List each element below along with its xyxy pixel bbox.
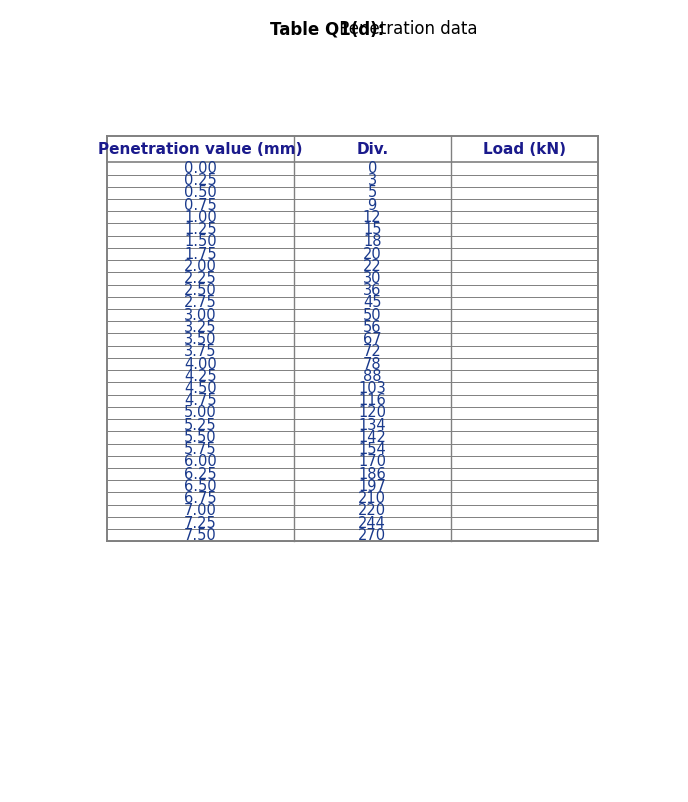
Text: 5: 5 [367, 185, 377, 200]
Text: Table Q1(d):: Table Q1(d): [270, 20, 384, 38]
Text: 5.00: 5.00 [184, 406, 217, 420]
Text: 154: 154 [358, 442, 386, 457]
Text: 2.00: 2.00 [184, 259, 217, 273]
Text: 0.75: 0.75 [184, 197, 217, 213]
Text: 88: 88 [363, 369, 381, 384]
Text: 0.00: 0.00 [184, 161, 217, 176]
Text: 5.50: 5.50 [184, 430, 217, 445]
Text: 6.75: 6.75 [184, 491, 217, 506]
Text: 4.25: 4.25 [184, 369, 217, 384]
Text: 67: 67 [363, 332, 382, 347]
Text: 2.75: 2.75 [184, 295, 217, 310]
Text: 6.25: 6.25 [184, 467, 217, 482]
Text: 5.25: 5.25 [184, 418, 217, 433]
Text: 2.50: 2.50 [184, 283, 217, 298]
Text: 56: 56 [363, 320, 381, 335]
Text: 22: 22 [363, 259, 382, 273]
Text: 7.50: 7.50 [184, 528, 217, 543]
Text: 45: 45 [363, 295, 381, 310]
Text: 142: 142 [358, 430, 386, 445]
Text: 220: 220 [358, 504, 386, 518]
Text: 30: 30 [363, 271, 381, 286]
Text: 3: 3 [367, 173, 377, 188]
Text: 7.25: 7.25 [184, 516, 217, 530]
Text: 1.00: 1.00 [184, 210, 217, 225]
Text: 197: 197 [358, 479, 386, 494]
Text: 2.25: 2.25 [184, 271, 217, 286]
Text: 15: 15 [363, 222, 381, 237]
Text: 3.25: 3.25 [184, 320, 217, 335]
Text: 20: 20 [363, 246, 382, 261]
Text: 4.50: 4.50 [184, 381, 217, 396]
Text: 78: 78 [363, 357, 382, 371]
Text: 0.25: 0.25 [184, 173, 217, 188]
Text: 3.00: 3.00 [184, 308, 217, 322]
Text: Load (kN): Load (kN) [483, 142, 566, 157]
Text: 120: 120 [358, 406, 386, 420]
Text: 244: 244 [358, 516, 386, 530]
Text: 134: 134 [358, 418, 386, 433]
Text: Penetration value (mm): Penetration value (mm) [98, 142, 303, 157]
Text: 9: 9 [367, 197, 377, 213]
Text: 210: 210 [358, 491, 386, 506]
Text: 3.75: 3.75 [184, 344, 217, 359]
Text: 116: 116 [358, 393, 386, 408]
Text: 4.00: 4.00 [184, 357, 217, 371]
Text: 1.75: 1.75 [184, 246, 217, 261]
Text: 170: 170 [358, 455, 386, 469]
Text: 3.50: 3.50 [184, 332, 217, 347]
Text: 50: 50 [363, 308, 382, 322]
Text: 1.50: 1.50 [184, 234, 217, 249]
Text: 7.00: 7.00 [184, 504, 217, 518]
Text: 186: 186 [358, 467, 386, 482]
Text: 270: 270 [358, 528, 386, 543]
Text: 18: 18 [363, 234, 381, 249]
Text: 36: 36 [363, 283, 381, 298]
Text: 6.00: 6.00 [184, 455, 217, 469]
Text: 0.50: 0.50 [184, 185, 217, 200]
Text: 103: 103 [358, 381, 386, 396]
Text: 12: 12 [363, 210, 382, 225]
Text: 6.50: 6.50 [184, 479, 217, 494]
Text: 5.75: 5.75 [184, 442, 217, 457]
Text: 0: 0 [367, 161, 377, 176]
Text: 72: 72 [363, 344, 382, 359]
Text: 1.25: 1.25 [184, 222, 217, 237]
Text: Div.: Div. [356, 142, 388, 157]
Text: Penetration data: Penetration data [334, 20, 477, 38]
Text: 4.75: 4.75 [184, 393, 217, 408]
